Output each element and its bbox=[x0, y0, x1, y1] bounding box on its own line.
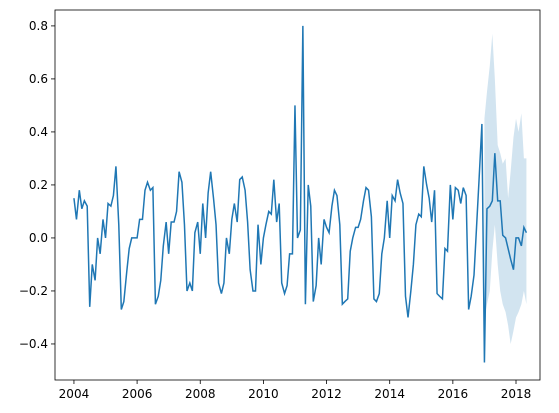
x-tick-label: 2014 bbox=[374, 387, 405, 401]
x-tick-label: 2012 bbox=[311, 387, 342, 401]
y-tick-label: 0.8 bbox=[29, 19, 48, 33]
y-tick-label: −0.2 bbox=[19, 284, 48, 298]
plot-frame bbox=[54, 9, 541, 381]
x-tick-label: 2008 bbox=[185, 387, 216, 401]
y-tick-label: 0.2 bbox=[29, 178, 48, 192]
x-tick-label: 2006 bbox=[122, 387, 153, 401]
x-tick-label: 2004 bbox=[59, 387, 90, 401]
y-tick-label: 0.0 bbox=[29, 231, 48, 245]
x-tick-label: 2010 bbox=[248, 387, 279, 401]
line bbox=[73, 25, 528, 363]
x-tick-label: 2018 bbox=[501, 387, 532, 401]
x-tick-label: 2016 bbox=[438, 387, 469, 401]
y-tick-label: 0.6 bbox=[29, 72, 48, 86]
confidence-band bbox=[484, 33, 527, 344]
y-tick-label: 0.4 bbox=[29, 125, 48, 139]
y-tick-label: −0.4 bbox=[19, 337, 48, 351]
